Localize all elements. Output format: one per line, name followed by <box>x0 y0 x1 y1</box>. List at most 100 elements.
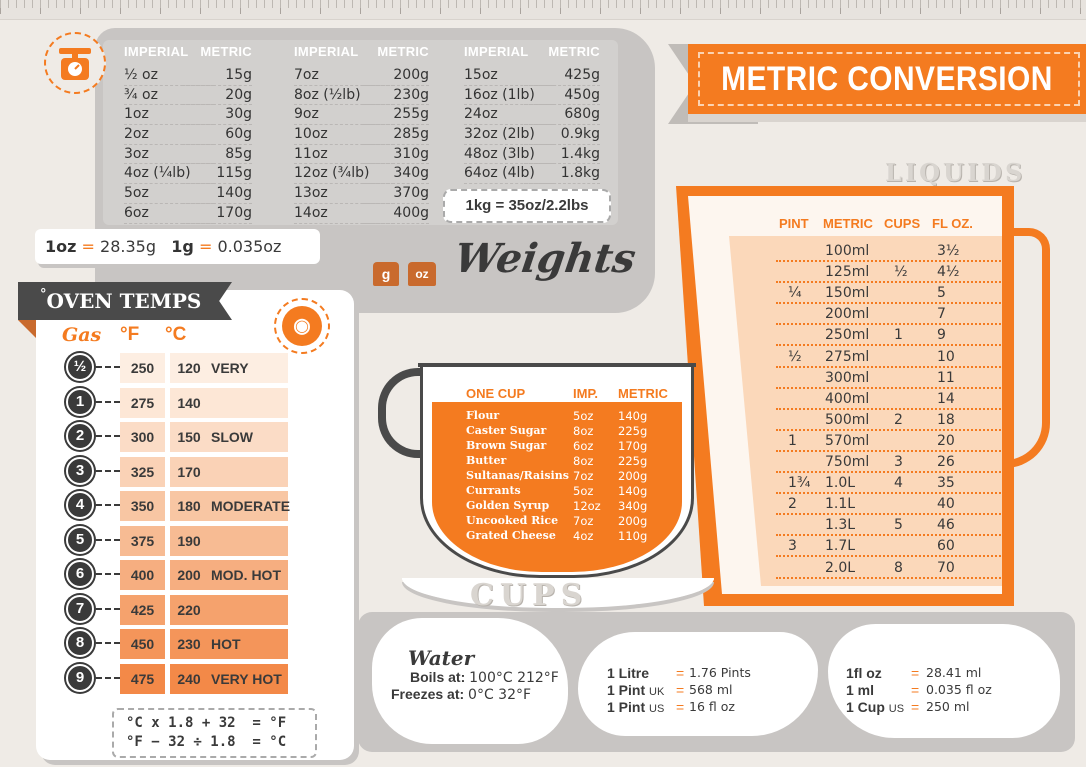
page-title: METRIC CONVERSION <box>721 60 1053 98</box>
row-divider <box>776 365 1001 368</box>
metric-cell: 400g <box>363 204 429 224</box>
liquid-row: 750ml 3 26 <box>776 452 1001 473</box>
metric-cell: 500ml <box>825 411 870 428</box>
weight-oz-icon: oz <box>408 262 436 286</box>
row-divider <box>776 576 1001 579</box>
cups-header-metric: METRIC <box>618 386 668 401</box>
gas-mark: 3 <box>66 456 94 485</box>
temperature-formula: °C x 1.8 + 32 = °F °F − 32 ÷ 1.8 = °C <box>112 708 317 758</box>
celsius-cell: 150 <box>170 422 208 452</box>
metric-cell: 570ml <box>825 432 870 449</box>
oven-description: VERY HOT <box>207 663 288 694</box>
unit-region: US <box>888 703 905 715</box>
fahrenheit-cell: 450 <box>120 629 165 659</box>
conversion-value: 0.035 fl oz <box>926 682 992 697</box>
imperial-value: 7oz <box>573 469 594 483</box>
g-label: 1g <box>171 237 194 256</box>
imperial-cell: 3oz <box>124 145 214 165</box>
floz-cell: 14 <box>937 390 955 407</box>
floz-cell: 26 <box>937 454 955 470</box>
floz-cell: 7 <box>937 306 946 323</box>
conversion-value: 1.76 Pints <box>689 665 751 680</box>
metric-cell: 400ml <box>825 390 870 407</box>
gas-mark: 8 <box>66 629 94 657</box>
liquid-row: ¼ 150ml 5 <box>776 283 1001 305</box>
oven-row: 9 475 240 VERY HOT <box>66 663 296 694</box>
unit-region: UK <box>649 686 665 698</box>
metric-header: METRIC <box>200 44 252 59</box>
oven-row: 5 375 190 <box>66 525 296 556</box>
equals-sign: = <box>198 237 213 256</box>
fahrenheit-cell: 250 <box>120 353 165 383</box>
liquid-row: 3 1.7L 60 <box>776 536 1001 558</box>
row-leader <box>96 642 120 644</box>
ribbon-fold <box>18 320 36 338</box>
metric-cell: 1.7L <box>825 538 856 555</box>
imperial-cell: 16oz (1lb) <box>464 86 554 106</box>
cup-rim <box>418 363 696 367</box>
liquid-row: 125ml ½ 4½ <box>776 262 1001 284</box>
weight-g-icon: g <box>373 262 399 286</box>
fahrenheit-cell: 425 <box>120 594 165 625</box>
liquids-header-floz: FL OZ. <box>932 216 973 231</box>
imperial-value: 5oz <box>573 484 594 498</box>
imperial-cell: 13oz <box>294 184 394 204</box>
floz-cell: 5 <box>937 285 946 302</box>
metric-cell: 230g <box>363 86 429 106</box>
gas-mark: 1 <box>66 387 94 416</box>
imperial-cell: 24oz <box>464 105 554 126</box>
floz-splash <box>828 624 1060 738</box>
conversion-row: 1fl oz = 28.41 ml <box>846 665 1046 682</box>
metric-cell: 680g <box>524 105 600 126</box>
metric-cell: 285g <box>363 125 429 145</box>
oz-value: 28.35g <box>100 237 156 256</box>
imperial-cell: 64oz (4lb) <box>464 164 554 185</box>
metric-cell: 1.1L <box>825 496 856 513</box>
conversion-key: 1 Pint UK <box>607 682 665 698</box>
liquids-header-metric: METRIC <box>823 216 873 231</box>
cups-header-imp: IMP. <box>573 386 599 401</box>
imperial-value: 8oz <box>573 454 594 468</box>
metric-value: 140g <box>618 409 648 423</box>
floz-cell: 70 <box>937 559 955 576</box>
oven-description: SLOW <box>207 422 288 452</box>
metric-cell: 2.0L <box>825 559 856 576</box>
celsius-cell: 140 <box>170 387 208 418</box>
formula-f-to-c: °F − 32 ÷ 1.8 = °C <box>126 734 287 750</box>
gas-mark: 7 <box>66 594 94 623</box>
fahrenheit-cell: 350 <box>120 491 165 521</box>
imperial-cell: 12oz (¾lb) <box>294 164 394 185</box>
metric-column: METRIC 15g 20g 30g 60g 85g 115g 140g 170g <box>182 44 252 224</box>
imperial-cell: ¾ oz <box>124 86 214 106</box>
oven-row: 6 400 200 MOD. HOT <box>66 560 296 590</box>
row-divider <box>776 533 1001 537</box>
imperial-cell: 1oz <box>124 105 214 126</box>
liquids-header-pint: PINT <box>779 216 809 231</box>
row-leader <box>96 366 120 368</box>
ingredient-name: Caster Sugar <box>466 424 547 437</box>
metric-value: 200g <box>618 514 648 528</box>
oz-gram-conversion: 1oz = 28.35g 1g = 0.035oz <box>35 229 320 264</box>
metric-value: 225g <box>618 424 648 438</box>
metric-cell: 30g <box>182 105 252 126</box>
oven-description: MOD. HOT <box>207 560 288 590</box>
metric-cell: 425g <box>524 66 600 86</box>
metric-cell: 255g <box>363 105 429 126</box>
metric-cell: 200ml <box>825 306 870 323</box>
gas-mark: 2 <box>66 422 94 450</box>
cup-row: Golden Syrup 12oz 340g <box>466 499 676 514</box>
row-leader <box>96 435 120 437</box>
row-leader <box>96 504 120 506</box>
cup-row: Caster Sugar 8oz 225g <box>466 424 676 439</box>
liquid-row: 2 1.1L 40 <box>776 494 1001 516</box>
cups-cell: ½ <box>894 264 908 281</box>
liquid-row: 1¾ 1.0L 4 35 <box>776 473 1001 495</box>
equals-sign: = <box>911 665 920 681</box>
row-leader <box>96 607 120 610</box>
boils-value: 100°C 212°F <box>469 670 559 686</box>
oven-description <box>207 594 288 625</box>
metric-value: 340g <box>618 499 648 513</box>
row-leader <box>96 538 120 541</box>
imperial-cell: 5oz <box>124 184 214 204</box>
liquids-title: LIQUIDS <box>885 158 1026 187</box>
